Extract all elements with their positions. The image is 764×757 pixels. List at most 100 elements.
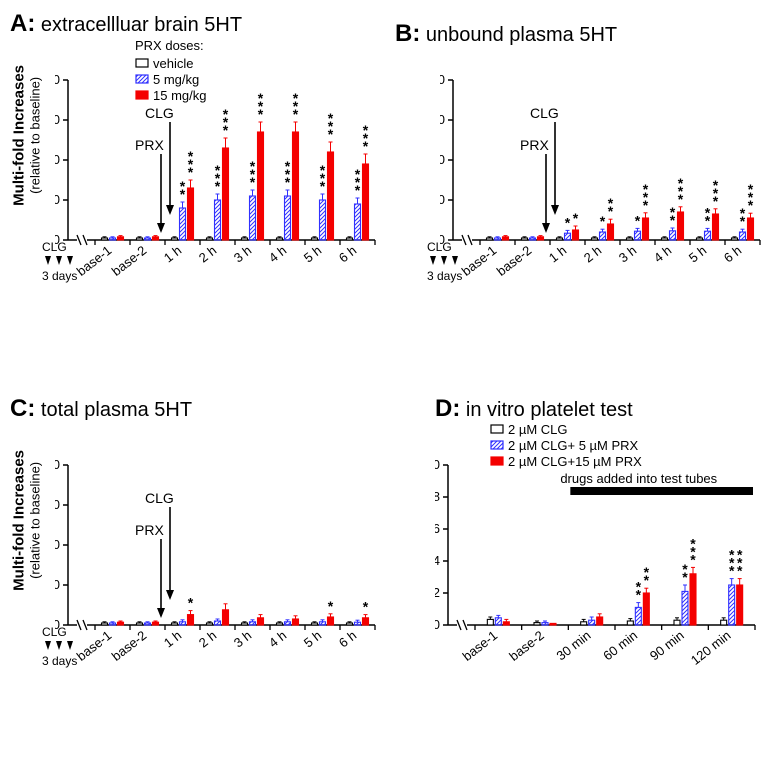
svg-text:CLG: CLG (145, 105, 174, 121)
svg-text:*: * (729, 547, 735, 563)
svg-text:base-2: base-2 (109, 243, 150, 279)
svg-text:6 h: 6 h (336, 628, 359, 651)
svg-text:5 h: 5 h (301, 243, 324, 266)
svg-text:*: * (740, 205, 746, 221)
panel-c-ylabel-main: Multi-fold Increases (12, 440, 29, 600)
svg-text:*: * (250, 158, 256, 174)
svg-text:20: 20 (55, 152, 60, 167)
svg-text:0: 0 (440, 232, 445, 247)
svg-text:6 h: 6 h (336, 243, 359, 266)
svg-text:2 h: 2 h (581, 243, 604, 266)
svg-text:*: * (328, 110, 334, 126)
panel-a-title: A: extracellluar brain 5HT (10, 10, 242, 38)
svg-text:5 h: 5 h (301, 628, 324, 651)
svg-text:30: 30 (440, 112, 445, 127)
svg-text:10: 10 (55, 192, 60, 207)
svg-text:40: 40 (55, 457, 60, 472)
panel-c-title: C: total plasma 5HT (10, 395, 192, 423)
panel-a-letter: A: (10, 10, 35, 37)
svg-text:1 h: 1 h (161, 628, 184, 651)
svg-text:120 min: 120 min (688, 628, 734, 668)
svg-text:*: * (670, 204, 676, 220)
panel-d: D: in vitro platelet test 2 µM CLG 2 µM … (395, 395, 755, 705)
svg-text:CLG: CLG (530, 105, 559, 121)
svg-text:*: * (285, 158, 291, 174)
svg-text:*: * (682, 561, 688, 577)
panel-d-title: D: in vitro platelet test (435, 395, 633, 423)
panel-a-subtitle: extracellluar brain 5HT (41, 14, 242, 36)
panel-d-subtitle: in vitro platelet test (466, 399, 633, 421)
svg-text:60 min: 60 min (600, 628, 640, 664)
svg-text:1 h: 1 h (161, 243, 184, 266)
svg-text:base-1: base-1 (459, 243, 500, 279)
svg-text:6: 6 (435, 521, 440, 536)
panel-c-letter: C: (10, 395, 35, 422)
panel-a: A: extracellluar brain 5HT Multi-fold In… (10, 10, 380, 320)
svg-text:*: * (737, 547, 743, 563)
svg-text:4 h: 4 h (651, 243, 674, 266)
svg-text:base-2: base-2 (109, 628, 150, 664)
svg-text:30: 30 (55, 497, 60, 512)
svg-text:*: * (180, 178, 186, 194)
panel-a-ylabel-main: Multi-fold Increases (12, 55, 29, 215)
svg-text:5 h: 5 h (686, 243, 709, 266)
svg-text:*: * (355, 166, 361, 182)
svg-text:90 min: 90 min (647, 628, 687, 664)
svg-text:*: * (258, 90, 264, 106)
svg-text:*: * (328, 598, 334, 614)
svg-text:PRX: PRX (135, 137, 164, 153)
svg-text:10: 10 (440, 192, 445, 207)
svg-text:base-1: base-1 (74, 628, 115, 664)
svg-text:0: 0 (55, 617, 60, 632)
svg-text:*: * (643, 181, 649, 197)
svg-text:0: 0 (435, 617, 440, 632)
svg-text:*: * (600, 213, 606, 229)
svg-text:0: 0 (55, 232, 60, 247)
svg-text:drugs added into test tubes: drugs added into test tubes (560, 471, 717, 486)
svg-text:*: * (705, 204, 711, 220)
panel-b: B: unbound plasma 5HT CLG 3 days 0102030… (395, 20, 755, 330)
svg-text:10: 10 (435, 457, 440, 472)
panel-a-ylabel: Multi-fold Increases (relative to baseli… (12, 55, 43, 215)
svg-text:*: * (748, 181, 754, 197)
svg-text:30: 30 (55, 112, 60, 127)
svg-text:*: * (363, 122, 369, 138)
svg-text:2 h: 2 h (196, 243, 219, 266)
svg-text:*: * (363, 599, 369, 615)
svg-text:8: 8 (435, 489, 440, 504)
svg-text:*: * (215, 162, 221, 178)
svg-text:3 h: 3 h (231, 243, 254, 266)
svg-text:*: * (636, 579, 642, 595)
svg-text:*: * (690, 535, 696, 551)
svg-text:1 h: 1 h (546, 243, 569, 266)
svg-text:base-2: base-2 (506, 628, 547, 664)
svg-text:*: * (635, 212, 641, 228)
svg-text:20: 20 (440, 152, 445, 167)
svg-text:40: 40 (440, 72, 445, 87)
svg-text:CLG: CLG (145, 490, 174, 506)
svg-text:2 h: 2 h (196, 628, 219, 651)
panel-c-ylabel-sub: (relative to baseline) (28, 440, 42, 600)
svg-text:*: * (608, 195, 614, 211)
svg-text:*: * (320, 162, 326, 178)
panel-b-subtitle: unbound plasma 5HT (426, 24, 617, 46)
svg-text:4 h: 4 h (266, 628, 289, 651)
svg-text:20: 20 (55, 537, 60, 552)
svg-text:10: 10 (55, 577, 60, 592)
svg-text:2: 2 (435, 585, 440, 600)
svg-text:3 h: 3 h (616, 243, 639, 266)
svg-text:6 h: 6 h (721, 243, 744, 266)
panel-b-title: B: unbound plasma 5HT (395, 20, 617, 48)
panel-d-plot: 0246810base-1base-230 min60 min90 min120… (435, 430, 764, 700)
svg-text:*: * (565, 214, 571, 230)
panel-b-letter: B: (395, 20, 420, 47)
svg-text:*: * (644, 564, 650, 580)
svg-text:base-1: base-1 (460, 628, 501, 664)
svg-text:*: * (223, 106, 229, 122)
svg-text:*: * (573, 210, 579, 226)
svg-text:*: * (188, 148, 194, 164)
svg-text:4: 4 (435, 553, 440, 568)
svg-text:PRX: PRX (520, 137, 549, 153)
svg-text:40: 40 (55, 72, 60, 87)
panel-b-plot: 010203040base-1base-21 h2 h3 h4 h5 h6 h*… (440, 45, 764, 315)
